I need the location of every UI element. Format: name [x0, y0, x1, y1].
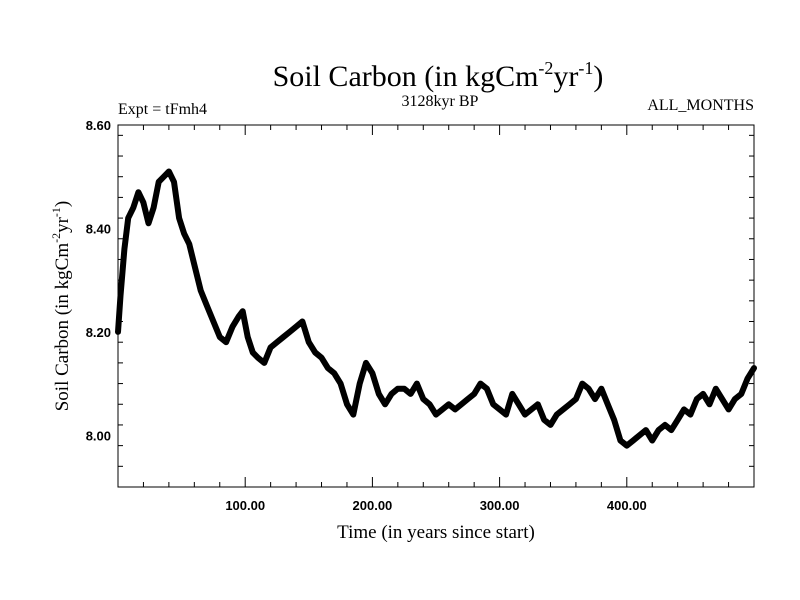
x-tick-label: 100.00 [225, 498, 265, 513]
y-axis-label: Soil Carbon (in kgCm-2yr-1) [49, 201, 73, 412]
y-tick-label: 8.40 [86, 221, 111, 236]
y-axis-label-sup2: -1 [49, 207, 63, 217]
x-tick-label: 400.00 [607, 498, 647, 513]
months-label: ALL_MONTHS [647, 97, 754, 114]
axis-tick-labels: 100.00 200.00 300.00 400.00 8.00 8.20 8.40 8.60 [86, 118, 647, 513]
x-tick-label: 300.00 [480, 498, 520, 513]
y-tick-label: 8.60 [86, 118, 111, 133]
y-tick-label: 8.20 [86, 325, 111, 340]
y-axis-label-mid: yr [52, 216, 73, 233]
x-axis-label: Time (in years since start) [337, 522, 535, 543]
chart-title-end: ) [593, 60, 603, 93]
time-label: 3128kyr BP [402, 93, 479, 110]
chart-title: Soil Carbon (in kgCm-2yr-1) [273, 58, 604, 93]
y-axis-label-end: ) [52, 201, 73, 207]
chart-title-base: Soil Carbon (in kgCm [273, 60, 539, 93]
chart-title-sup2: -1 [578, 58, 593, 78]
series-line [115, 168, 757, 449]
y-axis-label-sup1: -2 [49, 233, 63, 243]
chart-title-mid: yr [553, 60, 578, 93]
x-tick-label: 200.00 [353, 498, 393, 513]
chart-title-sup1: -2 [538, 58, 553, 78]
axis-ticks [118, 125, 754, 487]
y-axis-label-base: Soil Carbon (in kgCm [52, 243, 73, 412]
expt-label: Expt = tFmh4 [118, 101, 207, 118]
y-tick-label: 8.00 [86, 428, 111, 443]
